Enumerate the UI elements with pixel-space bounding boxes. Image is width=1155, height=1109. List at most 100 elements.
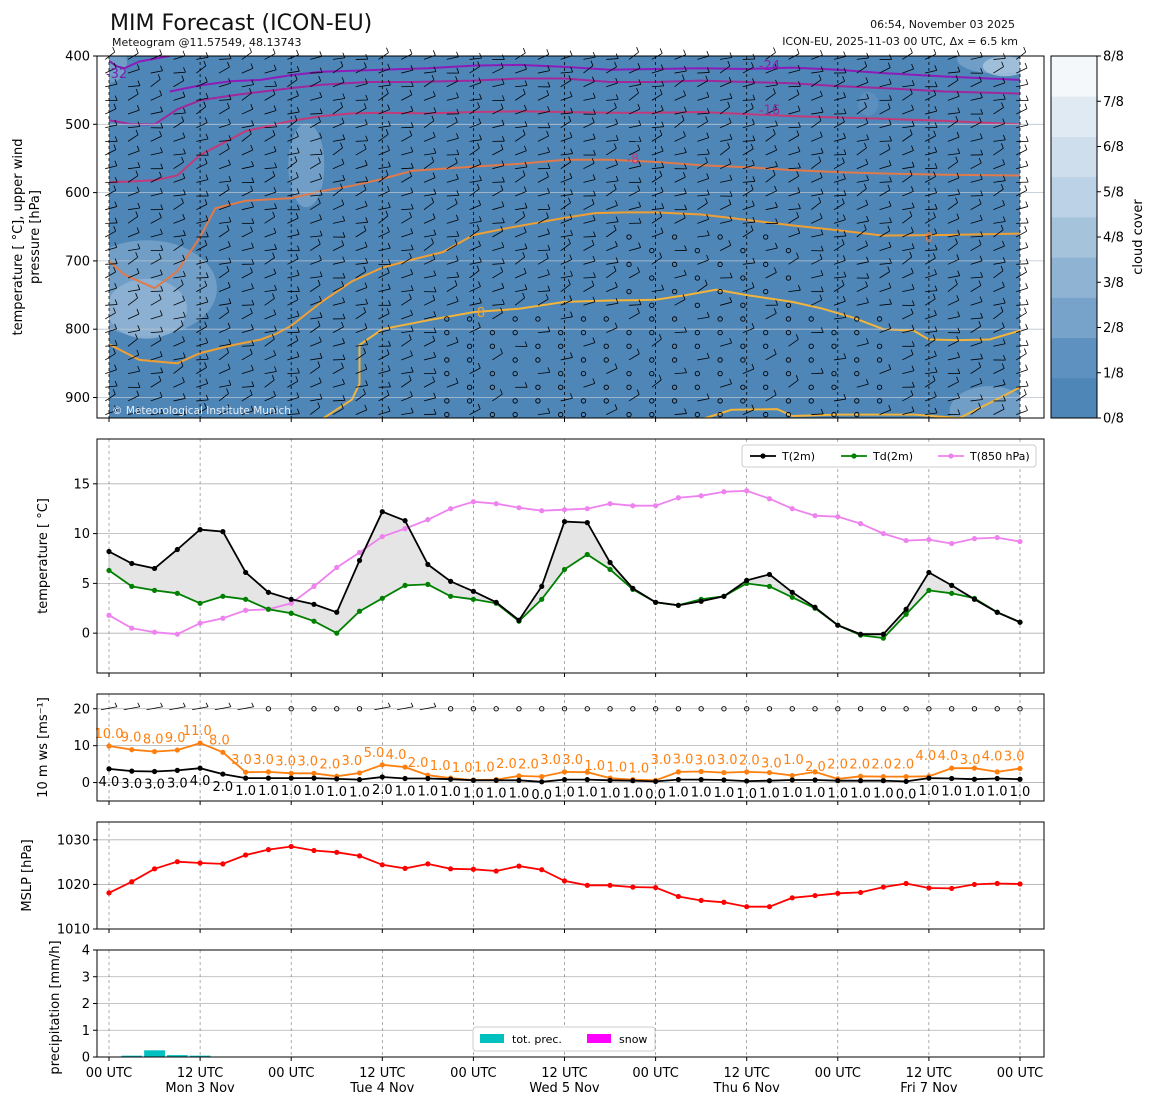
series-point [425, 776, 430, 781]
colorbar-band [1051, 56, 1097, 97]
colorbar-tick-label: 0/8 [1103, 412, 1124, 427]
series-point [904, 774, 909, 779]
series-point [175, 768, 180, 773]
series-point [562, 878, 567, 883]
series-point [357, 770, 362, 775]
series-point [357, 558, 362, 563]
series-point [858, 890, 863, 895]
colorbar-tick-label: 6/8 [1103, 140, 1124, 155]
series-point [767, 778, 772, 783]
gust-label: 3.0 [167, 776, 188, 791]
series-point [607, 560, 612, 565]
isotherm-label: -32 [106, 67, 127, 82]
surface-wind-barb [124, 707, 140, 710]
series-point [858, 632, 863, 637]
wind-speed-label: 8.0 [143, 733, 164, 748]
y-tick-label: 15 [73, 477, 90, 492]
series-point [767, 584, 772, 589]
series-point [562, 507, 567, 512]
series-point [152, 769, 157, 774]
wind-barb-flag [183, 51, 185, 56]
series-point [539, 774, 544, 779]
legend-marker [948, 453, 953, 458]
series-point [266, 607, 271, 612]
surface-wind-barb-flag [388, 703, 390, 707]
gust-label: 0.0 [645, 787, 666, 802]
series-point [835, 514, 840, 519]
gust-label: 1.0 [941, 784, 962, 799]
series-point [607, 501, 612, 506]
series-point [289, 776, 294, 781]
series-point [995, 881, 1000, 886]
colorbar-band [1051, 217, 1097, 258]
series-point [220, 594, 225, 599]
wind-speed-label: 9.0 [121, 731, 142, 746]
wind-speed-label: 3.0 [253, 753, 274, 768]
series-point [585, 777, 590, 782]
legend-swatch [587, 1034, 611, 1043]
series-point [995, 535, 1000, 540]
series-point [949, 776, 954, 781]
x-tick-date-label: Wed 5 Nov [529, 1081, 600, 1096]
series-point [129, 879, 134, 884]
series-point [926, 885, 931, 890]
series-point [539, 508, 544, 513]
series-point [949, 541, 954, 546]
wind-barb-flag [707, 51, 709, 56]
gust-label: 1.0 [691, 786, 712, 801]
precipitation-legend: tot. prec.snow [473, 1027, 655, 1051]
y-axis-label: temperature [ °C], upper wind [11, 139, 26, 336]
series-point [266, 847, 271, 852]
y-tick-label: 5 [82, 577, 90, 592]
series-point [721, 594, 726, 599]
series-point [380, 762, 385, 767]
series-point [402, 526, 407, 531]
series-point [790, 506, 795, 511]
series-point [334, 610, 339, 615]
series-point [448, 579, 453, 584]
series-point [926, 570, 931, 575]
y-tick-label: 20 [73, 702, 90, 717]
x-tick-label: 12 UTC [359, 1066, 405, 1081]
series-point [516, 778, 521, 783]
series-point [744, 904, 749, 909]
figure-subtitle: Meteogram @11.57549, 48.13743 [112, 36, 302, 49]
legend-label: snow [619, 1033, 647, 1046]
series-point [699, 493, 704, 498]
gust-label: 1.0 [258, 784, 279, 799]
series-point [266, 769, 271, 774]
wind-speed-label: 2.0 [319, 757, 340, 772]
series-point [995, 769, 1000, 774]
series-point [562, 567, 567, 572]
series-point [494, 868, 499, 873]
series-point [471, 778, 476, 783]
legend-label: Td(2m) [872, 450, 913, 463]
series-point [175, 632, 180, 637]
x-tick-label: 00 UTC [86, 1066, 132, 1081]
series-point [357, 609, 362, 614]
x-tick-label: 12 UTC [723, 1066, 769, 1081]
y-tick-label: 600 [65, 186, 90, 201]
x-tick-label: 12 UTC [541, 1066, 587, 1081]
series-point [243, 776, 248, 781]
series-point [949, 583, 954, 588]
series-point [539, 867, 544, 872]
colorbar-tick-label: 7/8 [1103, 95, 1124, 110]
legend-marker [851, 453, 856, 458]
surface-wind-barb [215, 707, 231, 710]
wind-speed-label: 3.0 [562, 753, 583, 768]
x-tick-date-label: Tue 4 Nov [349, 1081, 414, 1096]
surface-wind-barb-flag [411, 703, 413, 707]
series-point [243, 770, 248, 775]
series-point [198, 601, 203, 606]
series-point [835, 891, 840, 896]
series-point [243, 852, 248, 857]
y-tick-label: 800 [65, 323, 90, 338]
wind-barb-flag [547, 49, 549, 54]
series-point [402, 518, 407, 523]
series-point [630, 503, 635, 508]
series-point [676, 777, 681, 782]
colorbar-tick-label: 8/8 [1103, 50, 1124, 65]
series-point [402, 583, 407, 588]
